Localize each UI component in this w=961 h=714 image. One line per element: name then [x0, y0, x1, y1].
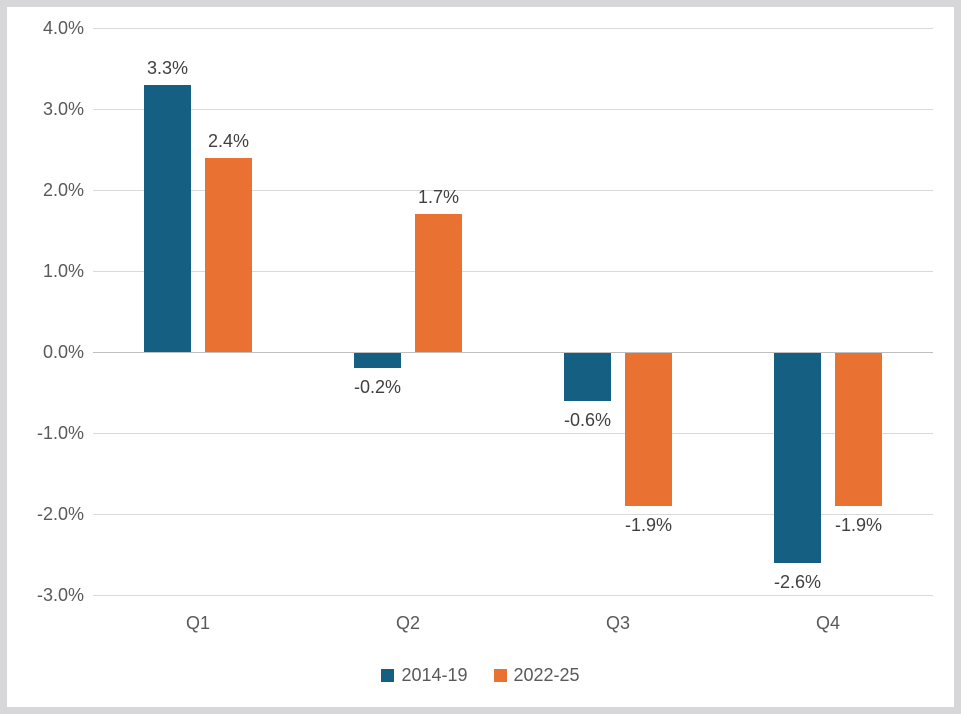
legend-item-2014-19: 2014-19: [381, 664, 468, 686]
legend-marker-icon: [381, 668, 395, 682]
gridline: [93, 271, 933, 272]
data-label-2022-25-Q2: 1.7%: [417, 187, 460, 208]
legend-label: 2014-19: [401, 664, 468, 685]
y-axis-tick-label: -2.0%: [36, 504, 84, 524]
gridline: [93, 28, 933, 29]
bar-2022-25-Q1: [205, 157, 252, 352]
x-axis-label-Q3: Q3: [605, 613, 630, 633]
data-label-2014-19-Q4: -2.6%: [773, 571, 822, 592]
y-axis-tick-label: 0.0%: [42, 342, 84, 362]
bar-2014-19-Q3: [564, 353, 611, 401]
bar-2014-19-Q1: [144, 84, 191, 352]
bar-2022-25-Q3: [625, 353, 672, 506]
gridline: [93, 514, 933, 515]
gridline: [93, 433, 933, 434]
gridline: [93, 190, 933, 191]
legend-item-2022-25: 2022-25: [493, 664, 580, 686]
y-axis-tick-label: -3.0%: [36, 585, 84, 605]
data-label-2022-25-Q1: 2.4%: [207, 130, 250, 151]
legend-marker-icon: [493, 668, 507, 682]
data-label-2022-25-Q3: -1.9%: [624, 514, 673, 535]
data-label-2014-19-Q2: -0.2%: [353, 377, 402, 398]
zero-axis-line: [93, 352, 933, 353]
y-axis-tick-label: -1.0%: [36, 423, 84, 443]
data-label-2022-25-Q4: -1.9%: [834, 514, 883, 535]
bar-2022-25-Q4: [835, 353, 882, 506]
data-label-2014-19-Q1: 3.3%: [146, 57, 189, 78]
legend-label: 2022-25: [513, 664, 580, 685]
bar-2014-19-Q4: [774, 353, 821, 563]
y-axis-tick-label: 2.0%: [42, 180, 84, 200]
y-axis-tick-label: 3.0%: [42, 99, 84, 119]
y-axis-tick-label: 1.0%: [42, 261, 84, 281]
gridline: [93, 109, 933, 110]
bar-2014-19-Q2: [354, 353, 401, 369]
data-label-2014-19-Q3: -0.6%: [563, 409, 612, 430]
x-axis-label-Q1: Q1: [185, 613, 210, 633]
x-axis-label-Q2: Q2: [395, 613, 420, 633]
bar-2022-25-Q2: [415, 214, 462, 352]
gridline: [93, 595, 933, 596]
legend: 2014-19 2022-25: [7, 662, 954, 688]
x-axis-label-Q4: Q4: [815, 613, 840, 633]
y-axis-tick-label: 4.0%: [42, 18, 84, 38]
